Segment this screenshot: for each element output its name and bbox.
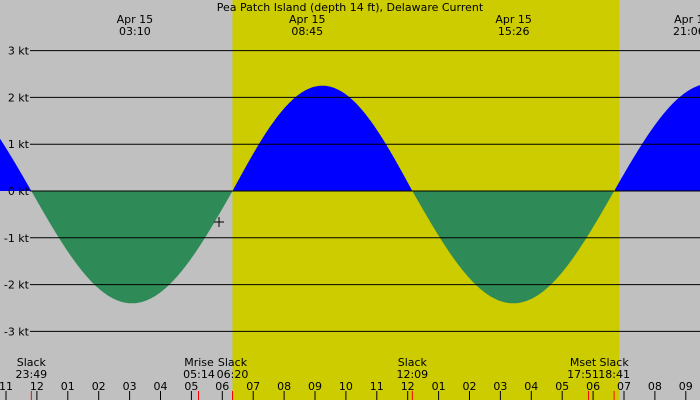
slack-labels: Slack23:49Slack06:20Slack12:09Slack18:41… bbox=[15, 356, 629, 381]
grid-lines bbox=[30, 50, 700, 332]
peak-date-label: Apr 15 bbox=[117, 13, 154, 26]
slack-time-label: 06:20 bbox=[217, 368, 249, 381]
x-hour-label: 06 bbox=[586, 380, 600, 393]
peak-time-label: 21:06 bbox=[673, 25, 700, 38]
y-tick-label: 1 kt bbox=[8, 138, 30, 151]
moon-event-time-label: 17:51 bbox=[567, 368, 599, 381]
x-hour-label: 09 bbox=[308, 380, 322, 393]
y-tick-label: -3 kt bbox=[4, 325, 30, 338]
x-hour-label: 07 bbox=[617, 380, 631, 393]
x-hour-label: 12 bbox=[30, 380, 44, 393]
x-hour-label: 11 bbox=[370, 380, 384, 393]
slack-time-label: 23:49 bbox=[15, 368, 47, 381]
x-hour-label: 06 bbox=[215, 380, 229, 393]
ebb-area bbox=[32, 191, 233, 304]
y-tick-label: -2 kt bbox=[4, 279, 30, 292]
x-hour-label: 12 bbox=[401, 380, 415, 393]
slack-time-label: 12:09 bbox=[396, 368, 428, 381]
peak-date-label: Apr 15 bbox=[289, 13, 326, 26]
y-tick-label: 2 kt bbox=[8, 91, 30, 104]
moon-event-time-label: 05:14 bbox=[183, 368, 215, 381]
moon-event-label: Mset bbox=[570, 356, 597, 369]
peak-time-label: 03:10 bbox=[119, 25, 151, 38]
x-hour-label: 02 bbox=[463, 380, 477, 393]
peak-date-label: Apr 1 bbox=[674, 13, 700, 26]
moon-event-label: Mrise bbox=[184, 356, 214, 369]
x-hour-label: 09 bbox=[679, 380, 693, 393]
x-axis: 11 12 01 02 03 04 05 06 07 08 09 10 11 12 01 02 03 04 05 06… bbox=[0, 380, 693, 400]
peak-date-label: Apr 15 bbox=[495, 13, 532, 26]
x-hour-label: 03 bbox=[493, 380, 507, 393]
current-areas bbox=[0, 85, 700, 304]
ebb-area bbox=[413, 191, 615, 304]
x-hour-label: 08 bbox=[277, 380, 291, 393]
x-hour-label: 01 bbox=[432, 380, 446, 393]
x-hour-label: 07 bbox=[246, 380, 260, 393]
x-hour-label: 10 bbox=[339, 380, 353, 393]
x-hour-label: 04 bbox=[524, 380, 538, 393]
flood-area bbox=[615, 85, 700, 191]
x-hour-label: 03 bbox=[123, 380, 137, 393]
x-hour-label: 05 bbox=[555, 380, 569, 393]
crosshair-cursor bbox=[214, 217, 224, 227]
flood-area bbox=[233, 85, 413, 191]
x-hour-label: 11 bbox=[0, 380, 13, 393]
x-hour-label: 02 bbox=[92, 380, 106, 393]
y-axis-labels: 3 kt 2 kt 1 kt 0 kt -1 kt -2 kt -3 kt bbox=[4, 45, 30, 339]
x-hour-label: 08 bbox=[648, 380, 662, 393]
x-hour-label: 01 bbox=[61, 380, 75, 393]
y-tick-label: -1 kt bbox=[4, 232, 30, 245]
slack-label: Slack bbox=[398, 356, 428, 369]
slack-label: Slack bbox=[600, 356, 630, 369]
slack-time-label: 18:41 bbox=[598, 368, 630, 381]
y-tick-label: 0 kt bbox=[8, 185, 30, 198]
chart-title: Pea Patch Island (depth 14 ft), Delaware… bbox=[217, 1, 484, 14]
slack-label: Slack bbox=[17, 356, 47, 369]
x-hour-label: 05 bbox=[184, 380, 198, 393]
flood-area bbox=[0, 138, 32, 191]
slack-label: Slack bbox=[218, 356, 248, 369]
peak-time-label: 08:45 bbox=[291, 25, 323, 38]
y-tick-label: 3 kt bbox=[8, 45, 30, 58]
peak-time-label: 15:26 bbox=[498, 25, 530, 38]
x-hour-label: 04 bbox=[154, 380, 168, 393]
